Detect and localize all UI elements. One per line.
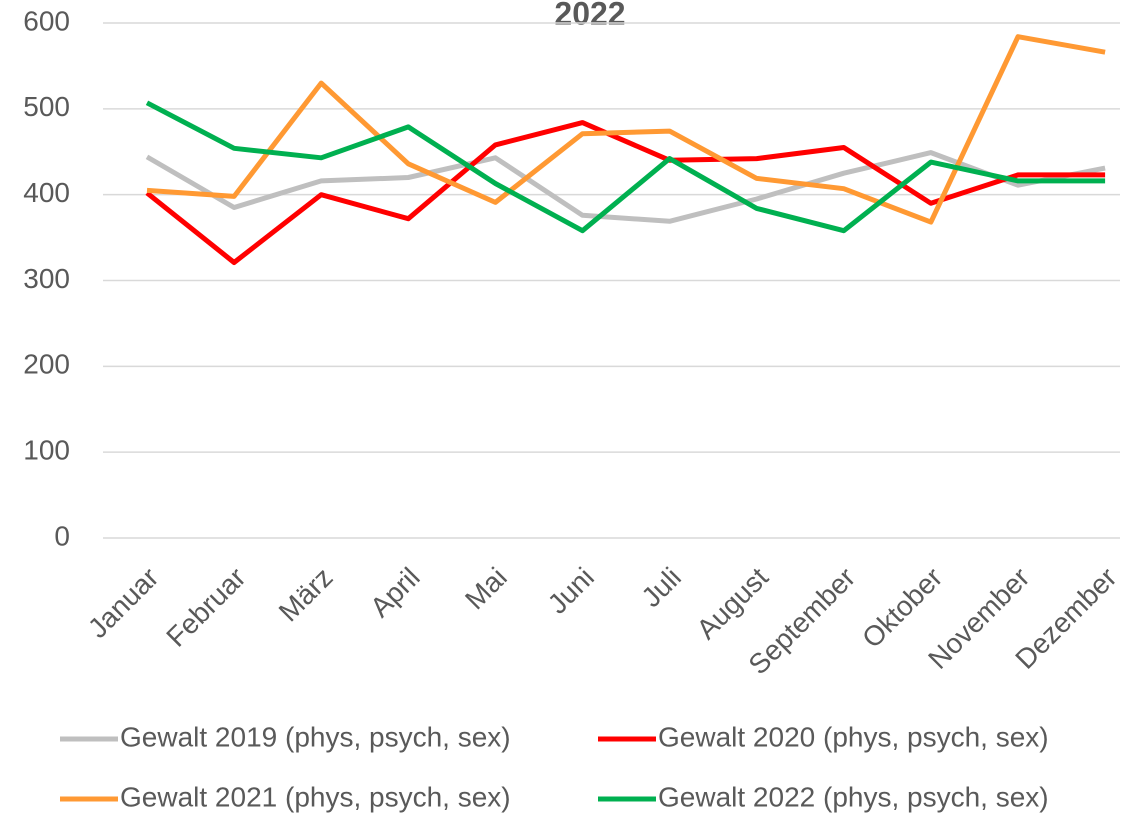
y-tick-label: 500 [23, 91, 70, 122]
series-line [145, 100, 1106, 234]
y-tick-label: 600 [23, 5, 70, 36]
y-tick-label: 300 [23, 263, 70, 294]
x-tick-label: August [691, 561, 775, 645]
legend-label: Gewalt 2021 (phys, psych, sex) [120, 781, 511, 812]
legend-label: Gewalt 2022 (phys, psych, sex) [658, 781, 1049, 812]
x-tick-label: Juli [635, 562, 687, 614]
x-tick-label: April [364, 562, 426, 624]
x-tick-label: Februar [160, 562, 251, 653]
y-tick-label: 200 [23, 349, 70, 380]
y-tick-label: 400 [23, 177, 70, 208]
y-tick-label: 0 [54, 520, 70, 551]
y-tick-label: 100 [23, 435, 70, 466]
x-tick-label: Juni [542, 562, 600, 620]
x-tick-label: Januar [82, 562, 164, 644]
series-line [146, 34, 1106, 225]
legend-label: Gewalt 2020 (phys, psych, sex) [658, 721, 1049, 752]
series-line [145, 150, 1106, 224]
legend-label: Gewalt 2019 (phys, psych, sex) [120, 721, 511, 752]
chart-title: 2022 [554, 0, 625, 31]
x-tick-label: März [273, 562, 339, 628]
x-tick-label: Mai [459, 562, 513, 616]
series-line [145, 120, 1106, 265]
